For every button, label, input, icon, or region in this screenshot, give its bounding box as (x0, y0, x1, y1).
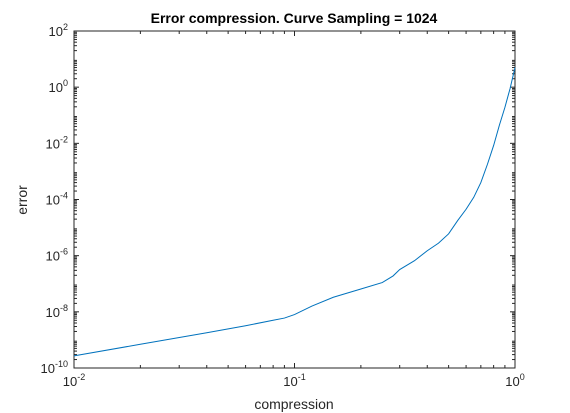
y-axis: 10-10 10-8 10-6 10-4 10-2 100 102 (41, 22, 515, 376)
y-tick-label: 10-8 (46, 303, 68, 320)
x-tick-label: 100 (505, 372, 524, 389)
series-line (73, 67, 516, 357)
y-tick-label: 10-2 (46, 134, 68, 151)
y-tick-label: 102 (49, 22, 68, 39)
y-tick-label: 10-6 (46, 247, 68, 264)
x-tick-label: 10-2 (63, 372, 85, 389)
plot-area (73, 30, 516, 369)
y-tick-label: 10-10 (41, 359, 68, 376)
y-tick-label: 100 (49, 78, 68, 95)
y-axis-label: error (14, 185, 30, 215)
x-axis: 10-2 10-1 100 (63, 31, 525, 389)
x-axis-label: compression (254, 396, 333, 412)
axes-box (73, 30, 516, 369)
chart-title: Error compression. Curve Sampling = 1024 (151, 10, 438, 26)
y-tick-label: 10-4 (46, 191, 68, 208)
x-tick-label: 10-1 (283, 372, 305, 389)
